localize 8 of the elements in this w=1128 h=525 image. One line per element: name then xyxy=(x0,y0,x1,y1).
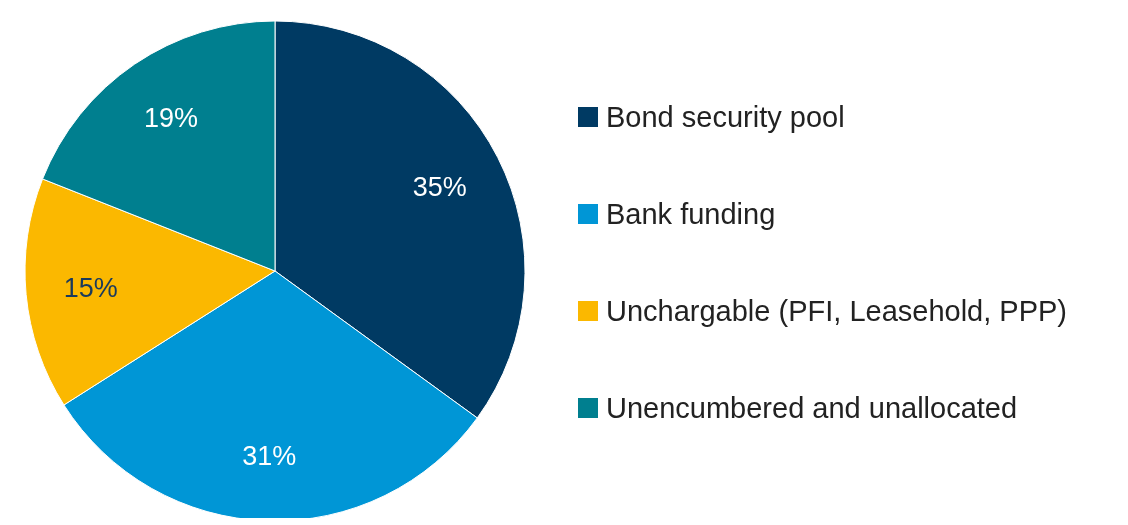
data-label: 31% xyxy=(242,440,297,471)
legend-label: Unencumbered and unallocated xyxy=(606,391,1018,425)
legend-label: Bond security pool xyxy=(606,100,845,134)
data-label: 35% xyxy=(412,171,467,202)
legend-label: Unchargable (PFI, Leasehold, PPP) xyxy=(606,294,1068,328)
data-label: 19% xyxy=(143,102,199,133)
data-label: 15% xyxy=(63,272,118,303)
legend-label: Bank funding xyxy=(606,197,776,231)
